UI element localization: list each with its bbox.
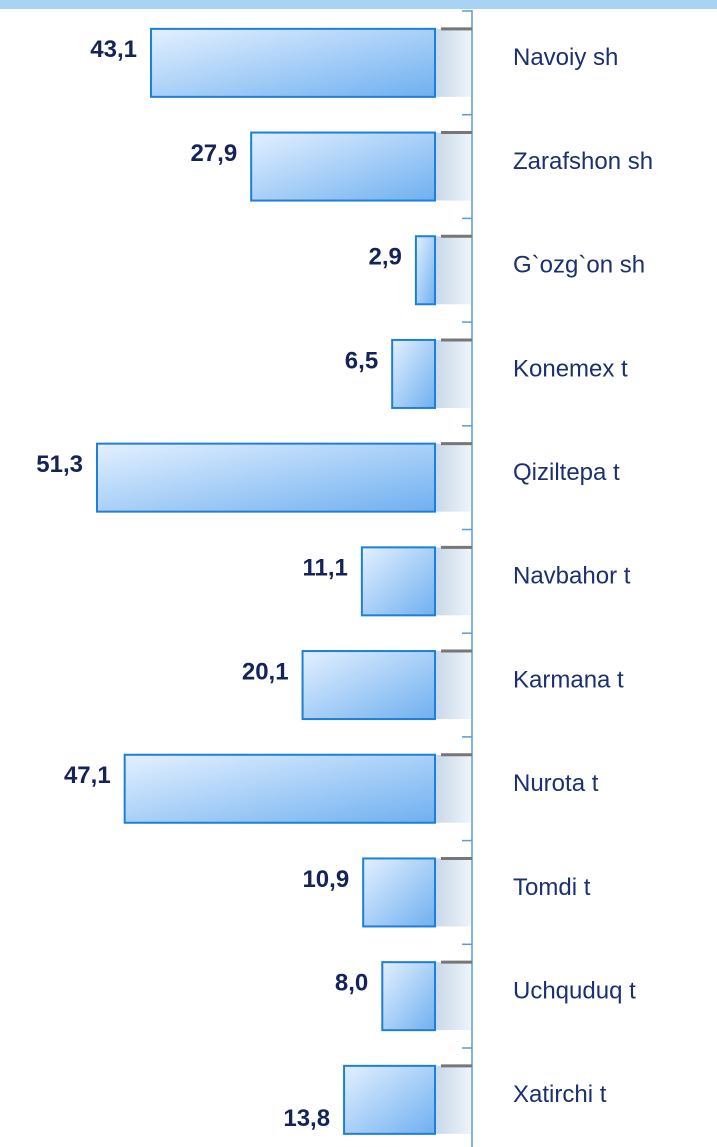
category-label: Karmana t	[513, 666, 624, 693]
bar-depth	[435, 754, 471, 823]
value-label: 47,1	[64, 762, 111, 789]
category-label: Xatirchi t	[513, 1081, 607, 1108]
bar	[250, 131, 436, 202]
bar-depth	[435, 443, 471, 512]
bar-depth	[435, 547, 471, 616]
bar	[381, 961, 436, 1032]
category-label: Konemex t	[513, 355, 628, 382]
bar	[360, 546, 437, 617]
category-label: Navbahor t	[513, 563, 631, 590]
value-label: 13,8	[283, 1105, 330, 1132]
category-label: Nurota t	[513, 770, 599, 797]
bar	[150, 27, 437, 98]
category-label: Navoiy sh	[513, 44, 618, 71]
value-label: 20,1	[242, 658, 289, 685]
value-label: 8,0	[335, 969, 368, 996]
bar	[123, 753, 436, 824]
bar	[343, 1064, 436, 1135]
value-label: 6,5	[345, 347, 378, 374]
bar-depth	[435, 858, 471, 927]
category-label: Tomdi t	[513, 874, 591, 901]
bar-depth	[435, 132, 471, 201]
bar-depth	[435, 339, 471, 408]
bar-depth	[435, 651, 471, 720]
category-label: Qiziltepa t	[513, 459, 620, 486]
category-label: Zarafshon sh	[513, 148, 653, 175]
category-label: Uchquduq t	[513, 977, 636, 1004]
value-label: 43,1	[90, 36, 137, 63]
bar	[301, 650, 437, 721]
bar-depth	[435, 1065, 471, 1134]
top-band	[0, 0, 717, 9]
bar	[362, 857, 436, 928]
bar-depth	[435, 236, 471, 305]
value-label: 2,9	[369, 244, 402, 271]
value-label: 10,9	[302, 866, 349, 893]
value-label: 27,9	[190, 140, 237, 167]
value-label: 11,1	[302, 555, 347, 582]
bar	[391, 338, 437, 409]
bar	[414, 235, 437, 306]
category-label: G`ozg`on sh	[513, 252, 645, 279]
bar-depth	[435, 28, 471, 97]
value-label: 51,3	[36, 451, 83, 478]
bar	[96, 442, 436, 513]
bar-depth	[435, 962, 471, 1031]
